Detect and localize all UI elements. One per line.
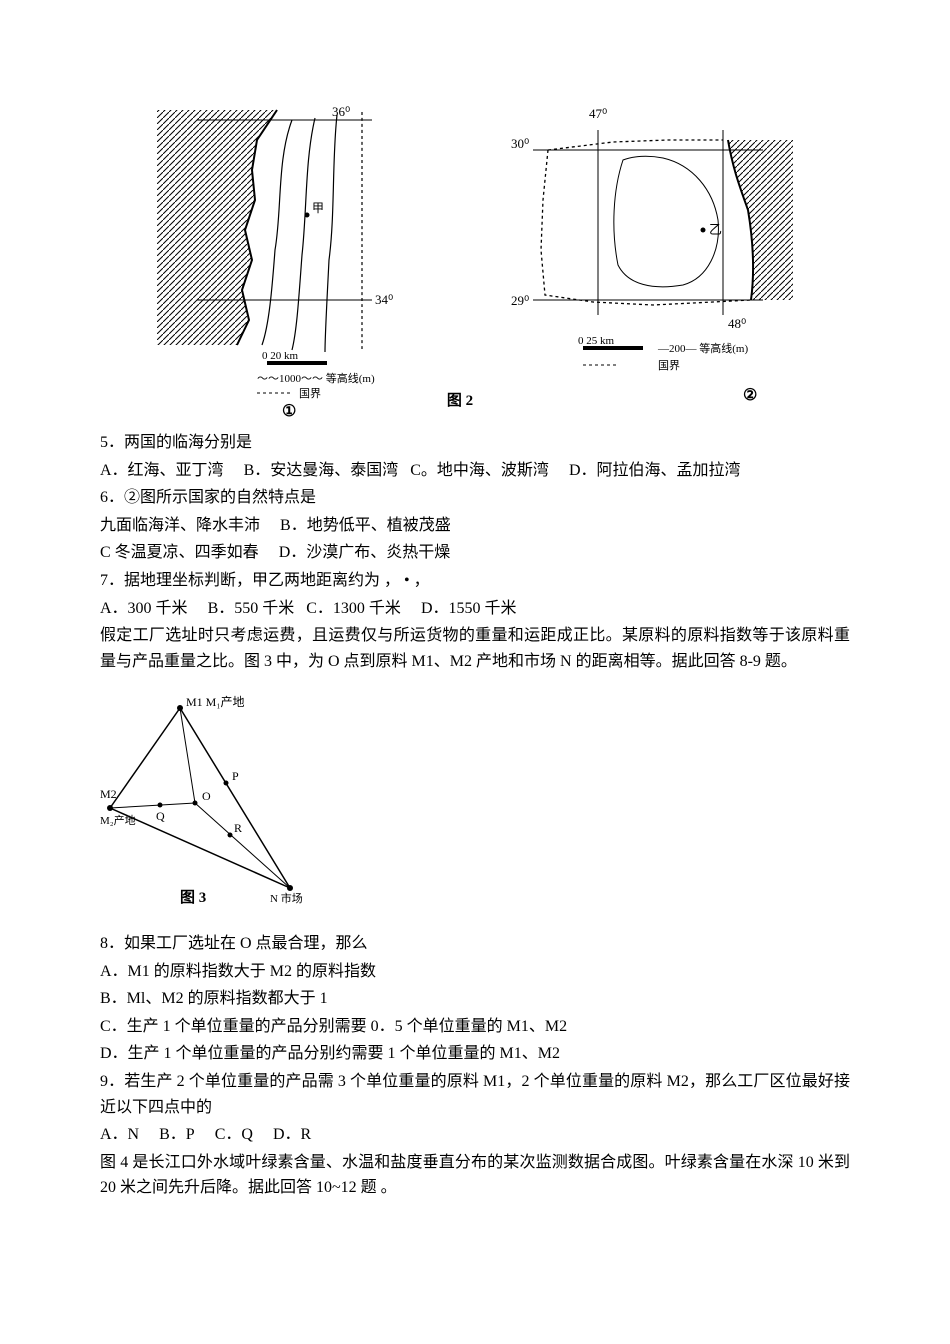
map2-contour-legend: —200— 等高线(m) [657,341,748,355]
q5-d: D．阿拉伯海、孟加拉湾 [569,462,741,479]
figure2-caption: 图 2 [447,393,473,409]
intro-10-12: 图 4 是长江口外水域叶绿素含量、水温和盐度垂直分布的某次监测数据合成图。叶绿素… [100,1150,850,1201]
q5-c: C。地中海、波斯湾 [410,462,549,479]
q7-d: D．1550 千米 [421,600,517,617]
figure3-caption: 图 3 [180,889,206,906]
q6-a: 九面临海洋、降水丰沛 [100,517,260,534]
q7-c: C．1300 千米 [306,600,401,617]
fig3-m1: M1 M₁产地 [186,695,245,709]
map2-lat-top: 30⁰ [511,136,529,151]
q6-stem: 6．②图所示国家的自然特点是 [100,485,850,511]
q6-row1: 九面临海洋、降水丰沛 B．地势低平、植被茂盛 [100,513,850,539]
fig3-m2a: M2 [100,787,117,801]
figure3-wrap: M1 M₁产地 M2 M₂产地 P Q O R N 市场 图 3 [100,688,850,917]
q7-stem: 7．据地理坐标判断，甲乙两地距离约为 ， • ， [100,568,850,594]
q8-c: C．生产 1 个单位重量的产品分别需要 0．5 个单位重量的 M1、M2 [100,1014,850,1040]
map2-lon-right: 48⁰ [728,316,746,331]
q6-row2: C 冬温夏凉、四季如春 D．沙漠广布、炎热干燥 [100,540,850,566]
q7-options: A．300 千米 B．550 千米 C．1300 千米 D．1550 千米 [100,596,850,622]
q8-stem: 8．如果工厂选址在 O 点最合理，那么 [100,931,850,957]
exam-page: 甲 36⁰ 34⁰ 0 20 km ～～1000～～ 等高线(m) 国界 ① 图… [0,0,950,1243]
fig3-n: N 市场 [270,891,303,905]
q6-d: D．沙漠广布、炎热干燥 [279,544,451,561]
q9-b: B．P [159,1126,195,1143]
q8-a: A．M1 的原料指数大于 M2 的原料指数 [100,959,850,985]
fig3-p: P [232,769,239,783]
q9-a: A．N [100,1126,139,1143]
map1-border-legend: 国界 [299,387,321,400]
map1-label: ① [282,403,296,420]
map1-lat-top: 36⁰ [332,104,350,119]
q5-a: A．红海、亚丁湾 [100,462,224,479]
figure2-row: 甲 36⁰ 34⁰ 0 20 km ～～1000～～ 等高线(m) 国界 ① 图… [100,100,850,420]
intro-8-9: 假定工厂选址时只考虑运费，且运费仅与所运货物的重量和运距成正比。某原料的原料指数… [100,623,850,674]
q5-stem: 5．两国的临海分别是 [100,430,850,456]
figure2-caption-wrap: 图 2 [447,388,473,420]
fig3-q: Q [156,809,165,823]
q7-b: B．550 千米 [208,600,295,617]
q6-b: B．地势低平、植被茂盛 [280,517,451,534]
map1-scale: 0 20 km [262,350,299,362]
q7-a: A．300 千米 [100,600,188,617]
q9-c: C．Q [215,1126,253,1143]
map2-lon-left: 47⁰ [589,106,607,121]
q9-d: D．R [273,1126,311,1143]
svg-text:甲: 甲 [312,201,324,215]
fig3-m2b: M₂产地 [100,813,136,827]
q9-options: A．N B．P C．Q D．R [100,1122,850,1148]
fig3-r: R [234,821,242,835]
figure3-svg: M1 M₁产地 M2 M₂产地 P Q O R N 市场 图 3 [100,688,330,908]
map2-lat-bot: 29⁰ [511,293,529,308]
q6-c: C 冬温夏凉、四季如春 [100,544,259,561]
map2-border-legend: 国界 [658,359,680,372]
q8-d: D．生产 1 个单位重量的产品分别约需要 1 个单位重量的 M1、M2 [100,1041,850,1067]
q5-b: B．安达曼海、泰国湾 [244,462,399,479]
map2-scale: 0 25 km [578,335,615,347]
q9-stem: 9．若生产 2 个单位重量的产品需 3 个单位重量的原料 M1，2 个单位重量的… [100,1069,850,1120]
map2-label: ② [743,387,757,404]
fig3-o: O [202,789,211,803]
q8-b: B．Ml、M2 的原料指数都大于 1 [100,986,850,1012]
figure2-map1: 甲 36⁰ 34⁰ 0 20 km ～～1000～～ 等高线(m) 国界 ① [157,100,417,420]
q5-options: A．红海、亚丁湾 B．安达曼海、泰国湾 C。地中海、波斯湾 D．阿拉伯海、孟加拉… [100,458,850,484]
map1-lat-bot: 34⁰ [375,292,393,307]
figure2-map2: 乙 47⁰ 48⁰ 30⁰ 29⁰ 0 25 km —200— 等高线(m) 国… [503,100,793,420]
svg-text:乙: 乙 [709,222,722,237]
map1-contour-legend: ～～1000～～ 等高线(m) [257,371,375,385]
